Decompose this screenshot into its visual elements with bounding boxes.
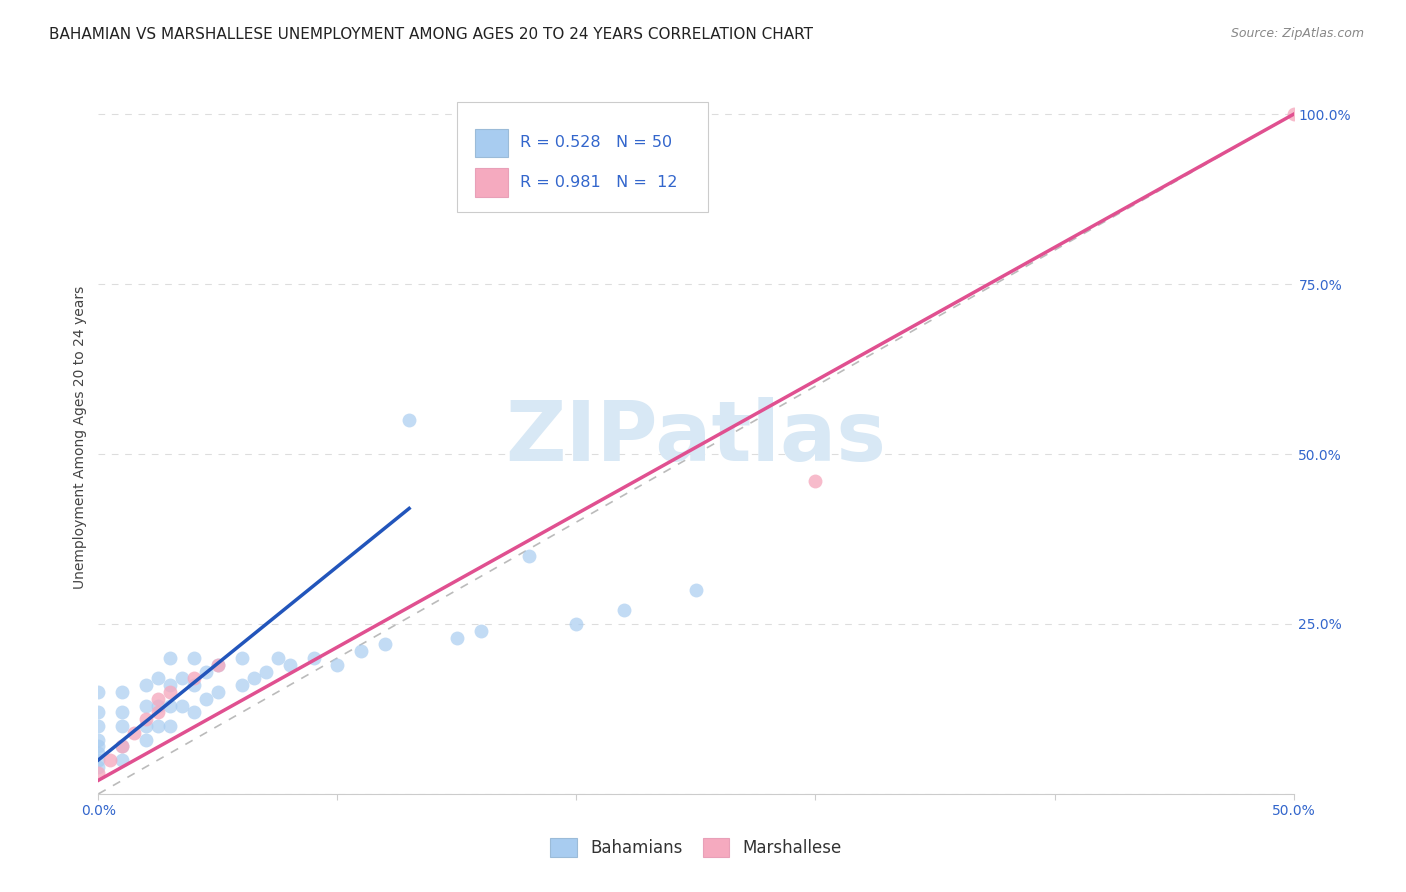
Point (374, 637, 396, 651)
Point (231, 651, 253, 665)
Point (302, 651, 325, 665)
Legend: Bahamians, Marshallese: Bahamians, Marshallese (544, 831, 848, 864)
Point (111, 685, 134, 699)
Point (446, 631, 468, 645)
Point (98, 753, 122, 767)
Point (267, 651, 290, 665)
Point (159, 651, 181, 665)
Point (195, 665, 218, 679)
Point (398, 413, 420, 427)
Point (87, 719, 110, 733)
Point (87, 746, 110, 760)
Point (148, 698, 170, 713)
Point (148, 671, 170, 685)
Point (183, 651, 205, 665)
Point (87, 739, 110, 754)
Bar (475, 128, 509, 157)
Point (159, 678, 181, 692)
FancyBboxPatch shape (457, 102, 709, 211)
Point (159, 685, 181, 699)
Point (207, 657, 229, 672)
Text: BAHAMIAN VS MARSHALLESE UNEMPLOYMENT AMONG AGES 20 TO 24 YEARS CORRELATION CHART: BAHAMIAN VS MARSHALLESE UNEMPLOYMENT AMO… (49, 27, 813, 42)
Point (135, 732, 157, 747)
Point (87, 685, 110, 699)
Point (111, 719, 134, 733)
Text: Source: ZipAtlas.com: Source: ZipAtlas.com (1230, 27, 1364, 40)
Bar (475, 169, 509, 197)
Point (124, 725, 146, 739)
Text: R = 0.981   N =  12: R = 0.981 N = 12 (520, 175, 678, 190)
Point (278, 657, 301, 672)
Point (135, 719, 157, 733)
Point (87, 706, 110, 720)
Point (1282, 107, 1305, 121)
Point (148, 706, 170, 720)
Text: R = 0.528   N = 50: R = 0.528 N = 50 (520, 136, 672, 151)
Point (254, 665, 277, 679)
Point (148, 719, 170, 733)
Point (195, 691, 218, 706)
Point (207, 657, 229, 672)
Point (804, 475, 827, 489)
Point (685, 582, 707, 597)
Point (159, 698, 181, 713)
Point (231, 678, 253, 692)
Point (87, 766, 110, 780)
Point (159, 719, 181, 733)
Point (183, 678, 205, 692)
Point (517, 549, 540, 563)
Point (135, 698, 157, 713)
Point (183, 706, 205, 720)
Point (135, 712, 157, 726)
Point (111, 753, 134, 767)
Point (326, 657, 349, 672)
Y-axis label: Unemployment Among Ages 20 to 24 years: Unemployment Among Ages 20 to 24 years (73, 285, 87, 589)
Point (613, 603, 636, 617)
Point (172, 671, 194, 685)
Point (87, 753, 110, 767)
Point (87, 760, 110, 774)
Point (111, 739, 134, 754)
Point (183, 671, 205, 685)
Point (470, 624, 492, 638)
Text: ZIPatlas: ZIPatlas (506, 397, 886, 477)
Point (148, 691, 170, 706)
Point (207, 685, 229, 699)
Point (111, 739, 134, 754)
Point (135, 678, 157, 692)
Point (350, 644, 373, 658)
Point (87, 732, 110, 747)
Point (565, 617, 588, 632)
Point (111, 706, 134, 720)
Point (243, 671, 266, 685)
Point (172, 698, 194, 713)
